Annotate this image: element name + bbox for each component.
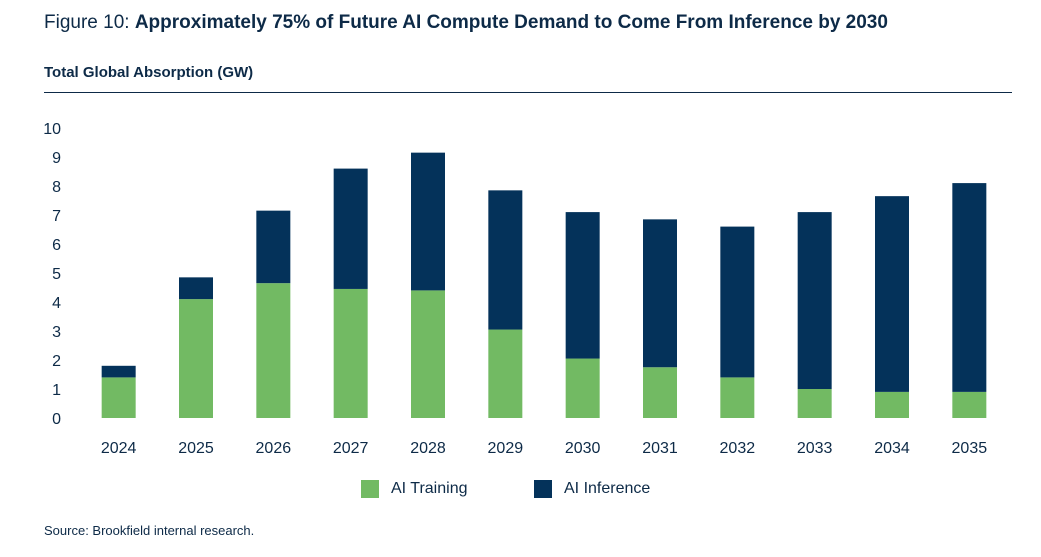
x-tick-label: 2029: [488, 440, 524, 457]
bar-ai-inference-2034: [875, 196, 909, 392]
bar-ai-inference-2031: [643, 219, 677, 368]
y-tick-label: 7: [52, 208, 61, 225]
legend-item-inference: AI Inference: [534, 480, 650, 498]
x-tick-label: 2033: [797, 440, 833, 457]
source-note: Source: Brookfield internal research.: [44, 523, 255, 538]
x-tick-label: 2026: [256, 440, 292, 457]
y-tick-label: 6: [52, 237, 61, 254]
title-divider: [44, 92, 1012, 93]
bar-ai-training-2033: [797, 389, 832, 418]
bar-ai-training-2025: [179, 299, 213, 418]
figure-label: Figure 10:: [44, 12, 135, 33]
x-tick-label: 2027: [333, 440, 369, 457]
chart-legend: AI Training AI Inference: [0, 480, 1041, 502]
y-tick-label: 10: [43, 121, 61, 138]
figure-title: Figure 10: Approximately 75% of Future A…: [44, 12, 888, 34]
y-tick-label: 3: [52, 324, 61, 341]
bar-ai-training-2028: [411, 290, 445, 418]
legend-swatch-inference: [534, 480, 552, 498]
x-tick-label: 2031: [642, 440, 678, 457]
legend-label-inference: AI Inference: [564, 480, 651, 497]
y-tick-label: 4: [52, 295, 61, 312]
chart-subtitle: Total Global Absorption (GW): [44, 64, 254, 81]
bar-ai-training-2035: [952, 391, 987, 418]
bar-ai-inference-2025: [179, 277, 213, 300]
bar-ai-inference-2024: [101, 365, 136, 378]
y-tick-label: 1: [52, 382, 61, 399]
bar-ai-inference-2032: [720, 226, 755, 378]
figure-headline: Approximately 75% of Future AI Compute D…: [134, 12, 888, 33]
x-tick-label: 2028: [410, 440, 446, 457]
bar-ai-training-2031: [643, 367, 677, 418]
x-tick-label: 2032: [720, 440, 756, 457]
x-tick-label: 2034: [874, 440, 910, 457]
bar-ai-training-2034: [875, 391, 909, 418]
bar-ai-inference-2033: [797, 212, 832, 389]
x-tick-label: 2035: [952, 440, 988, 457]
x-tick-label: 2024: [101, 440, 137, 457]
y-tick-label: 8: [52, 179, 61, 196]
y-tick-label: 0: [52, 411, 61, 428]
x-tick-label: 2025: [178, 440, 214, 457]
stacked-bar-chart: 0 1 2 3 4 5 6 7 8 9 10 2024 2025 2026 2027 2028 2029 2030…: [43, 121, 988, 457]
y-tick-label: 2: [52, 353, 61, 370]
bar-ai-training-2024: [101, 377, 136, 418]
bar-ai-training-2027: [333, 288, 368, 418]
bar-ai-inference-2035: [952, 183, 987, 392]
legend-item-training: AI Training: [361, 480, 467, 498]
bar-ai-inference-2029: [488, 190, 523, 330]
bar-ai-training-2029: [488, 329, 523, 418]
y-tick-label: 5: [52, 266, 61, 283]
bar-ai-training-2032: [720, 377, 755, 418]
bar-ai-inference-2028: [411, 152, 445, 291]
bar-ai-training-2026: [256, 283, 291, 418]
bar-ai-inference-2030: [565, 212, 600, 359]
legend-swatch-training: [361, 480, 379, 498]
legend-label-training: AI Training: [391, 480, 468, 497]
y-tick-label: 9: [52, 150, 61, 167]
bar-ai-inference-2027: [333, 168, 368, 289]
x-tick-label: 2030: [565, 440, 601, 457]
bar-ai-training-2030: [565, 358, 600, 418]
bar-ai-inference-2026: [256, 210, 291, 284]
